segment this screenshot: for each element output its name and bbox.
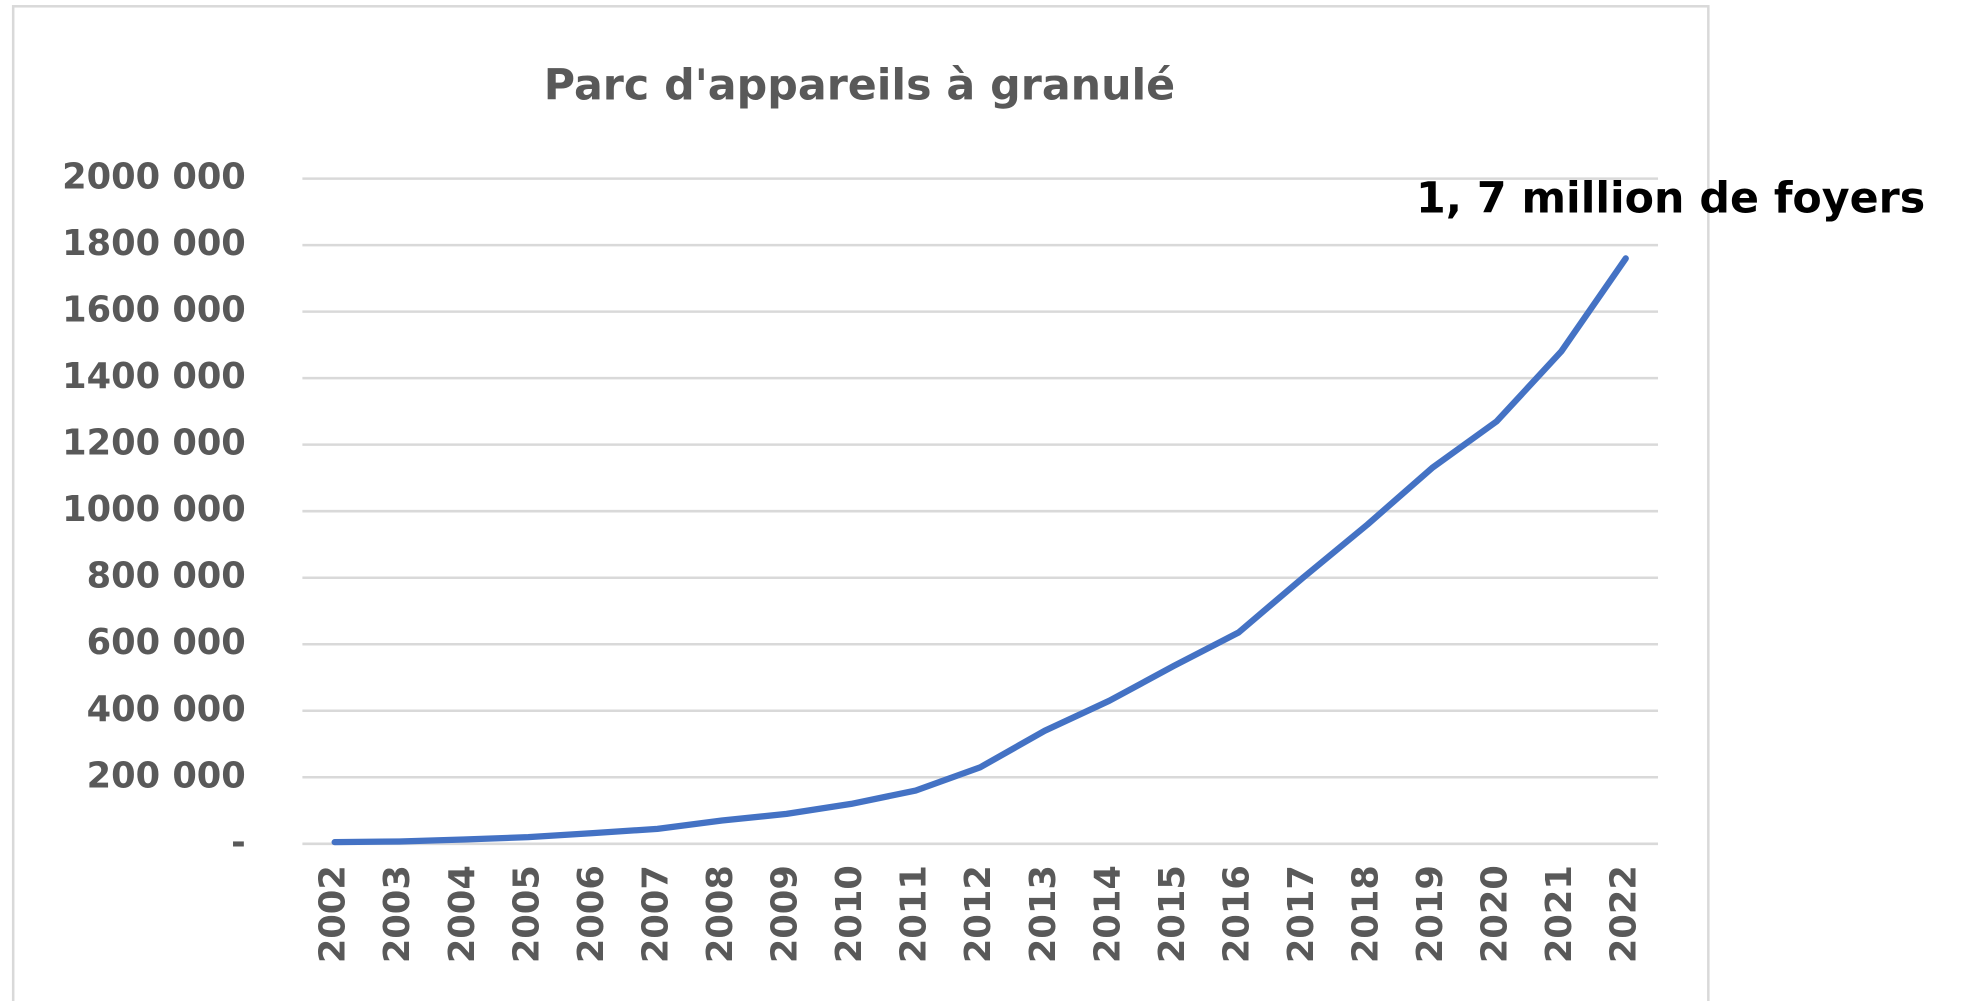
x-tick-label: 2022 bbox=[1604, 865, 1645, 963]
y-tick-label: 800 000 bbox=[87, 556, 246, 597]
y-tick-label: 1600 000 bbox=[62, 290, 246, 331]
x-tick-label: 2017 bbox=[1281, 865, 1322, 963]
x-tick-label: 2003 bbox=[377, 865, 418, 963]
x-tick-label: 2004 bbox=[442, 865, 483, 963]
chart-frame bbox=[11, 5, 1710, 1005]
x-tick-label: 2009 bbox=[765, 865, 806, 963]
x-tick-label: 2014 bbox=[1087, 865, 1128, 963]
x-tick-label: 2012 bbox=[958, 865, 999, 963]
x-tick-label: 2002 bbox=[313, 865, 354, 963]
y-tick-label: 1200 000 bbox=[62, 423, 246, 464]
x-tick-label: 2019 bbox=[1410, 865, 1451, 963]
x-tick-label: 2010 bbox=[829, 865, 870, 963]
y-tick-label: 1400 000 bbox=[62, 356, 246, 397]
x-tick-label: 2007 bbox=[635, 865, 676, 963]
y-tick-label: 1000 000 bbox=[62, 489, 246, 530]
line-series bbox=[331, 255, 1629, 846]
chart-title: Parc d'appareils à granulé bbox=[544, 61, 1175, 111]
x-tick-label: 2008 bbox=[700, 865, 741, 963]
x-tick-label: 2006 bbox=[571, 865, 612, 963]
x-tick-label: 2016 bbox=[1216, 865, 1257, 963]
annotation: 1, 7 million de foyers bbox=[1416, 174, 1925, 224]
y-tick-label: - bbox=[231, 822, 246, 863]
x-tick-label: 2005 bbox=[506, 865, 547, 963]
y-tick-label: 2000 000 bbox=[62, 157, 246, 198]
x-tick-label: 2015 bbox=[1152, 865, 1193, 963]
x-tick-label: 2021 bbox=[1539, 865, 1580, 963]
x-tick-label: 2011 bbox=[894, 865, 935, 963]
y-tick-label: 400 000 bbox=[87, 689, 246, 730]
x-tick-label: 2013 bbox=[1023, 865, 1064, 963]
y-tick-label: 200 000 bbox=[87, 755, 246, 796]
y-tick-label: 1800 000 bbox=[62, 223, 246, 264]
x-tick-label: 2020 bbox=[1475, 865, 1516, 963]
x-tick-label: 2018 bbox=[1346, 865, 1387, 963]
y-tick-label: 600 000 bbox=[87, 622, 246, 663]
